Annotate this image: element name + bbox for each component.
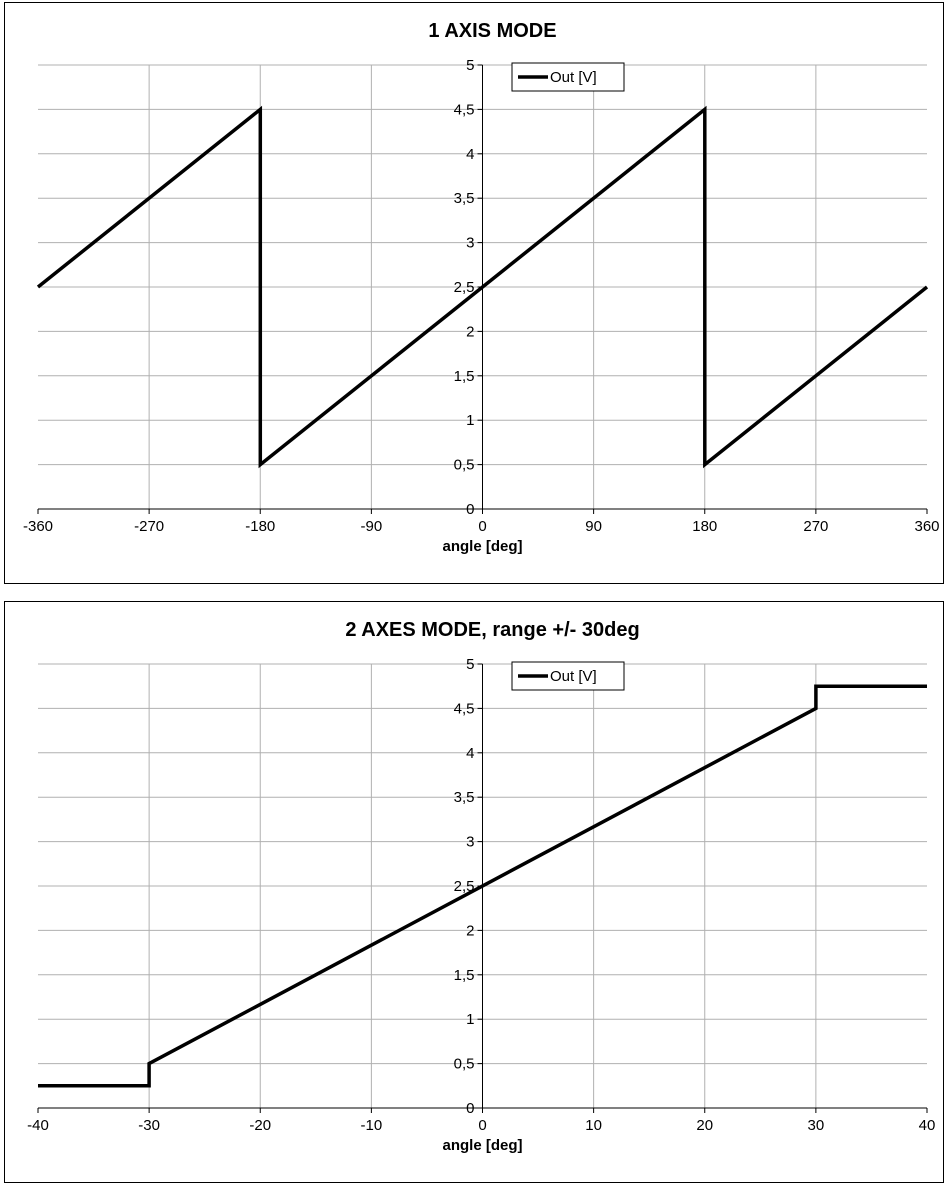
y-tick-label: 3 bbox=[466, 834, 474, 851]
x-tick-label: -270 bbox=[134, 518, 164, 535]
x-tick-label: 0 bbox=[478, 518, 486, 535]
y-tick-label: 2 bbox=[466, 922, 474, 939]
chart-title: 2 AXES MODE, range +/- 30deg bbox=[345, 619, 639, 641]
x-axis-label: angle [deg] bbox=[442, 538, 522, 555]
x-tick-label: 10 bbox=[585, 1117, 602, 1134]
y-tick-label: 1 bbox=[466, 412, 474, 429]
y-tick-label: 1,5 bbox=[454, 368, 475, 385]
series-line-out-v bbox=[38, 684, 927, 1088]
y-tick-label: 3,5 bbox=[454, 789, 475, 806]
x-tick-label: 180 bbox=[692, 518, 717, 535]
x-tick-label: 270 bbox=[803, 518, 828, 535]
y-tick-label: 3,5 bbox=[454, 190, 475, 207]
chart-panel-2-axes-mode: 2 AXES MODE, range +/- 30deg -40 -30 -20 -10… bbox=[4, 601, 944, 1183]
x-tick-label: -360 bbox=[23, 518, 53, 535]
x-tick-label: 90 bbox=[585, 518, 602, 535]
y-tick-label: 4,5 bbox=[454, 101, 475, 118]
y-tick-label: 1 bbox=[466, 1011, 474, 1028]
y-tick-label: 0,5 bbox=[454, 457, 475, 474]
chart-2-svg: 2 AXES MODE, range +/- 30deg -40 -30 -20 -10… bbox=[27, 619, 936, 1154]
chart-1-svg: 1 AXIS MODE -360 -270 -180 -90 0 90 180 270 360 0 0… bbox=[23, 20, 940, 555]
y-tick-label: 5 bbox=[466, 656, 474, 673]
y-tick-label: 0 bbox=[466, 1100, 474, 1117]
y-tick-label: 4 bbox=[466, 745, 474, 762]
x-tick-label: 0 bbox=[478, 1117, 486, 1134]
y-tick-label: 0 bbox=[466, 501, 474, 518]
y-tick-label: 0,5 bbox=[454, 1056, 475, 1073]
x-tick-label: 40 bbox=[919, 1117, 936, 1134]
y-tick-label: 1,5 bbox=[454, 967, 475, 984]
y-tick-label: 2 bbox=[466, 323, 474, 340]
x-tick-label: -30 bbox=[138, 1117, 160, 1134]
y-tick-label: 4 bbox=[466, 146, 474, 163]
x-tick-label: -180 bbox=[245, 518, 275, 535]
x-axis-label: angle [deg] bbox=[442, 1137, 522, 1154]
series-line-out-v bbox=[36, 105, 929, 469]
legend-label: Out [V] bbox=[550, 69, 597, 86]
y-tick-label: 4,5 bbox=[454, 700, 475, 717]
y-tick-label: 3 bbox=[466, 235, 474, 252]
y-tick-label: 2,5 bbox=[454, 878, 475, 895]
chart-title: 1 AXIS MODE bbox=[428, 20, 556, 42]
x-tick-label: -40 bbox=[27, 1117, 49, 1134]
x-tick-label: -10 bbox=[361, 1117, 383, 1134]
x-tick-label: 30 bbox=[808, 1117, 825, 1134]
x-tick-label: -90 bbox=[361, 518, 383, 535]
x-tick-label: 360 bbox=[914, 518, 939, 535]
x-tick-label: -20 bbox=[249, 1117, 271, 1134]
legend-label: Out [V] bbox=[550, 668, 597, 685]
y-tick-label: 2,5 bbox=[454, 279, 475, 296]
chart-panel-1-axis-mode: 1 AXIS MODE -360 -270 -180 -90 0 90 180 270 360 0 0… bbox=[4, 2, 944, 584]
y-tick-label: 5 bbox=[466, 57, 474, 74]
x-tick-label: 20 bbox=[696, 1117, 713, 1134]
